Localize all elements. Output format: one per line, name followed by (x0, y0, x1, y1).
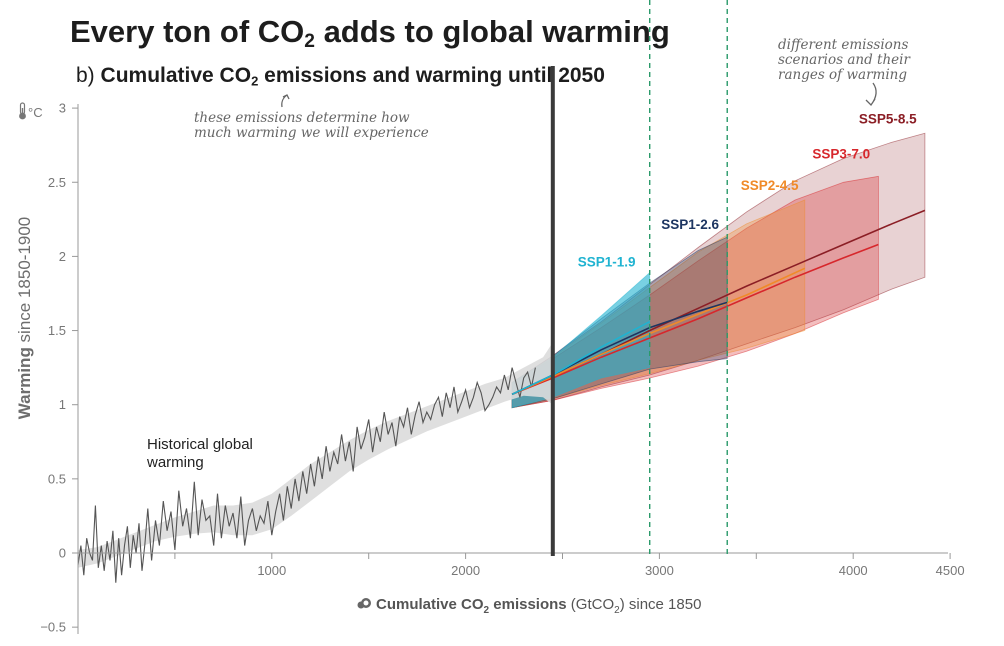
svg-text:much warming we will experienc: much warming we will experience (194, 125, 429, 141)
historical-layer (77, 342, 553, 583)
y-axis-label: Warming since 1850-1900 (15, 217, 34, 420)
scenario-label-ssp2-4-5: SSP2-4.5 (741, 178, 799, 193)
line-ssp1-1-9 (511, 320, 651, 396)
svg-text:warming: warming (146, 454, 204, 471)
y-unit: °C (28, 105, 43, 120)
x-axis-label: Cumulative CO2 emissions (GtCO2) since 1… (376, 596, 701, 616)
curved-arrow-down-icon (865, 82, 877, 107)
scenario-label-ssp3-7-0: SSP3-7.0 (812, 146, 870, 161)
svg-text:ranges of warming: ranges of warming (778, 67, 907, 83)
cloud-icon (357, 598, 371, 609)
tick-labels: −0.5 0 0.5 1 1.5 2 2.5 3 1000 2000 3000 4000 4500 (40, 101, 964, 635)
subtitle-prefix: b) (76, 64, 95, 87)
scenarios-annotation: different emissions scenarios and their … (778, 37, 911, 107)
chart-subtitle: b) Cumulative CO2 emissions and warming … (76, 64, 605, 89)
x-tick-label: 4500 (936, 563, 965, 578)
svg-text:different emissions: different emissions (778, 37, 908, 53)
svg-text:Historical global: Historical global (147, 436, 253, 453)
historical-label: Historical global warming (146, 436, 253, 471)
y-tick-label: 3 (59, 101, 66, 116)
line-ssp3-7-0 (511, 243, 879, 396)
scenario-label-ssp1-2-6: SSP1-2.6 (661, 217, 719, 232)
y-tick-label: 2 (59, 249, 66, 264)
x-tick-label: 4000 (839, 563, 868, 578)
y-tick-label: 2.5 (48, 175, 66, 190)
thermometer-icon (19, 102, 26, 120)
svg-text:scenarios and their: scenarios and their (778, 52, 911, 68)
scenario-label-ssp1-1-9: SSP1-1.9 (578, 255, 636, 270)
emissions-annotation: these emissions determine how much warmi… (194, 94, 429, 141)
svg-text:these emissions determine how: these emissions determine how (194, 110, 410, 126)
y-tick-label: 0.5 (48, 471, 66, 486)
scenario-label-ssp5-8-5: SSP5-8.5 (859, 111, 917, 126)
scenario-labels: SSP1-1.9 SSP1-2.6 SSP2-4.5 SSP3-7.0 SSP5-8.5 (578, 111, 917, 269)
y-tick-label: −0.5 (40, 620, 66, 635)
axes (77, 104, 948, 634)
y-tick-label: 0 (59, 546, 66, 561)
x-tick-label: 2000 (451, 563, 480, 578)
historical-warming-line (77, 367, 536, 583)
y-tick-label: 1.5 (48, 323, 66, 338)
y-tick-label: 1 (59, 397, 66, 412)
x-tick-label: 3000 (645, 563, 674, 578)
chart-title: Every ton of CO2 adds to global warming (70, 14, 670, 52)
x-tick-label: 1000 (257, 563, 286, 578)
reference-lines (550, 0, 728, 556)
curved-arrow-up-icon (281, 94, 290, 108)
